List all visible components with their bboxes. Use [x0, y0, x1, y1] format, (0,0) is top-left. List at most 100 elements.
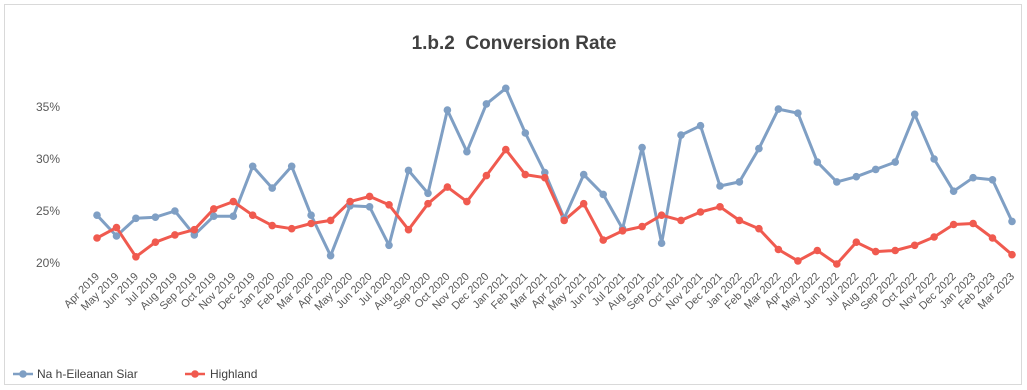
conversion-rate-chart: 1.b.2 Conversion Rate 20% 25% 30% 35% Apr 2…	[13, 33, 1017, 381]
data-point-series-1[interactable]	[112, 232, 121, 240]
data-point-series-1[interactable]	[248, 162, 257, 171]
data-point-series-2[interactable]	[151, 238, 160, 246]
data-point-series-2[interactable]	[268, 221, 277, 230]
data-point-series-2[interactable]	[599, 236, 607, 244]
data-point-series-2[interactable]	[210, 205, 218, 213]
data-point-series-1[interactable]	[307, 211, 315, 219]
data-point-series-1[interactable]	[132, 214, 140, 223]
data-point-series-2[interactable]	[716, 203, 724, 211]
data-point-series-2[interactable]	[112, 223, 121, 232]
data-point-series-2[interactable]	[307, 219, 315, 228]
data-point-series-2[interactable]	[482, 171, 491, 180]
data-point-series-2[interactable]	[404, 225, 413, 234]
data-point-series-2[interactable]	[813, 246, 822, 255]
data-point-series-1[interactable]	[521, 129, 530, 137]
data-point-series-1[interactable]	[93, 211, 101, 219]
data-point-series-2[interactable]	[171, 231, 179, 239]
data-point-series-1[interactable]	[794, 109, 802, 117]
data-point-series-1[interactable]	[638, 143, 646, 152]
data-point-series-2[interactable]	[969, 219, 977, 228]
data-point-series-1[interactable]	[735, 178, 744, 186]
data-point-series-2[interactable]	[852, 238, 861, 246]
data-point-series-1[interactable]	[268, 184, 277, 192]
data-point-series-1[interactable]	[988, 176, 997, 184]
series-lines	[95, 86, 1014, 266]
data-point-series-2[interactable]	[949, 220, 958, 229]
data-point-series-2[interactable]	[326, 216, 335, 225]
data-point-series-1[interactable]	[774, 105, 783, 113]
data-point-series-2[interactable]	[618, 227, 627, 235]
y-axis-ticks: 20% 25% 30% 35%	[36, 100, 60, 270]
data-point-series-1[interactable]	[424, 189, 432, 198]
data-point-series-2[interactable]	[190, 225, 199, 234]
data-point-series-1[interactable]	[930, 155, 938, 163]
data-point-series-1[interactable]	[326, 251, 335, 260]
data-point-series-1[interactable]	[541, 168, 549, 177]
data-point-series-1[interactable]	[599, 190, 607, 199]
data-point-series-2[interactable]	[579, 199, 588, 208]
legend-item-series-2[interactable]: Highland	[185, 367, 257, 381]
data-point-series-2[interactable]	[560, 216, 568, 225]
data-point-series-1[interactable]	[229, 212, 238, 220]
data-point-series-1[interactable]	[696, 121, 705, 130]
data-point-series-1[interactable]	[657, 239, 666, 247]
data-point-series-1[interactable]	[852, 172, 861, 181]
data-point-series-1[interactable]	[871, 165, 880, 174]
legend-item-series-1[interactable]: Na h-Eileanan Siar	[13, 367, 138, 381]
data-point-series-1[interactable]	[813, 158, 822, 166]
data-point-series-1[interactable]	[833, 178, 841, 186]
data-point-series-1[interactable]	[949, 187, 958, 195]
data-point-series-2[interactable]	[502, 145, 510, 154]
data-point-series-2[interactable]	[774, 245, 783, 254]
data-point-series-2[interactable]	[521, 170, 530, 179]
data-point-series-2[interactable]	[988, 234, 997, 242]
y-tick-label: 30%	[36, 152, 60, 166]
data-point-series-2[interactable]	[424, 199, 432, 208]
data-point-series-2[interactable]	[385, 201, 393, 209]
data-point-series-2[interactable]	[755, 224, 763, 233]
data-point-series-1[interactable]	[891, 158, 899, 166]
data-point-series-2[interactable]	[638, 222, 646, 231]
data-point-series-1[interactable]	[677, 131, 685, 139]
data-point-series-1[interactable]	[190, 231, 199, 239]
data-point-series-1[interactable]	[287, 162, 296, 171]
data-point-series-2[interactable]	[229, 197, 238, 206]
data-point-series-2[interactable]	[696, 208, 705, 216]
data-point-series-2[interactable]	[910, 241, 919, 250]
data-point-series-2[interactable]	[891, 246, 899, 255]
data-point-series-2[interactable]	[871, 247, 880, 256]
data-point-series-2[interactable]	[443, 183, 452, 191]
data-point-series-1[interactable]	[910, 110, 919, 119]
data-point-series-1[interactable]	[171, 207, 179, 215]
data-point-series-1[interactable]	[463, 147, 471, 156]
data-point-series-1[interactable]	[579, 170, 588, 179]
data-point-series-2[interactable]	[930, 233, 938, 241]
data-point-series-1[interactable]	[151, 213, 160, 221]
data-point-series-2[interactable]	[248, 211, 257, 219]
data-point-series-2[interactable]	[677, 216, 685, 225]
data-point-series-1[interactable]	[716, 182, 724, 190]
data-point-series-2[interactable]	[346, 197, 354, 206]
data-point-series-2[interactable]	[735, 216, 744, 225]
data-point-series-2[interactable]	[833, 260, 841, 268]
data-point-series-1[interactable]	[365, 203, 374, 211]
data-point-series-1[interactable]	[443, 106, 452, 114]
data-point-series-2[interactable]	[794, 257, 802, 265]
data-point-series-2[interactable]	[132, 253, 140, 261]
legend-label-series-1: Na h-Eileanan Siar	[37, 367, 138, 381]
data-point-series-2[interactable]	[463, 197, 471, 206]
data-point-series-1[interactable]	[404, 166, 413, 175]
data-point-series-1[interactable]	[385, 241, 393, 250]
data-point-series-1[interactable]	[755, 144, 763, 153]
data-point-series-2[interactable]	[541, 173, 549, 182]
data-point-series-1[interactable]	[1008, 217, 1016, 226]
data-point-series-2[interactable]	[93, 234, 101, 242]
data-point-series-2[interactable]	[287, 224, 296, 233]
data-point-series-2[interactable]	[1008, 250, 1016, 259]
data-point-series-1[interactable]	[502, 84, 510, 93]
data-point-series-2[interactable]	[657, 211, 666, 219]
data-point-series-1[interactable]	[969, 173, 977, 182]
data-point-series-2[interactable]	[365, 192, 374, 201]
data-point-series-1[interactable]	[210, 212, 218, 220]
data-point-series-1[interactable]	[482, 100, 491, 108]
